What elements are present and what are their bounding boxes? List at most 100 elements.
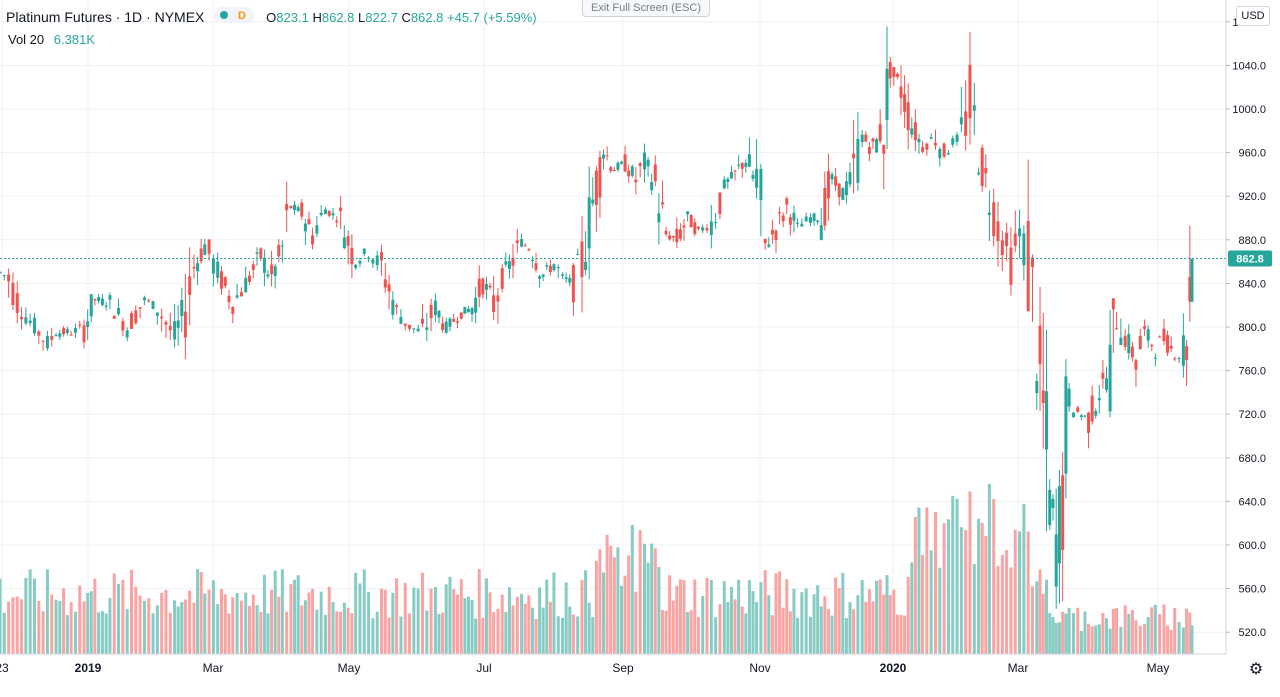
- exit-fullscreen-button[interactable]: Exit Full Screen (ESC): [582, 0, 711, 17]
- volume-bar: [591, 617, 595, 654]
- volume-bar: [481, 617, 485, 654]
- candle-body: [1146, 329, 1150, 341]
- candle-body: [693, 222, 697, 235]
- candle-body: [605, 155, 609, 157]
- candle-body: [1138, 335, 1142, 350]
- volume-bar: [1087, 623, 1091, 654]
- volume-bar: [668, 575, 672, 654]
- candle-body: [1071, 412, 1075, 418]
- last-price-tag: 862.8: [1228, 250, 1272, 267]
- volume-bar: [259, 611, 263, 654]
- volume-bar: [1000, 554, 1004, 654]
- volume-bar: [416, 588, 420, 654]
- candle-body: [804, 216, 808, 222]
- volume-bar: [1067, 608, 1071, 654]
- candle-body: [921, 147, 925, 152]
- candle-body: [168, 325, 172, 331]
- volume-bar: [425, 610, 429, 654]
- candle-body: [459, 312, 463, 319]
- volume-bar: [620, 585, 624, 654]
- volume-bar: [834, 577, 838, 654]
- candle-body: [523, 245, 527, 247]
- volume-bar: [906, 576, 910, 654]
- ohlc-values: O823.1 H862.8 L822.7 C862.8 +45.7 (+5.59…: [266, 10, 537, 25]
- volume-bar: [433, 586, 437, 654]
- candle-body: [112, 316, 116, 319]
- volume-bar: [910, 562, 914, 654]
- candle-body: [155, 312, 159, 316]
- volume-bar: [1190, 625, 1194, 654]
- candle-body: [823, 187, 827, 226]
- volume-bar: [1185, 608, 1189, 654]
- candle-body: [266, 274, 270, 277]
- candle-body: [568, 277, 572, 283]
- candle-body: [307, 219, 311, 225]
- volume-bar: [929, 550, 933, 654]
- volume-bar: [315, 609, 319, 654]
- volume-bar: [262, 574, 266, 654]
- volume-bar: [391, 592, 395, 654]
- volume-bar: [788, 611, 792, 654]
- volume-bar: [541, 607, 545, 654]
- volume-bar: [630, 524, 634, 654]
- volume-bar: [942, 523, 946, 654]
- volume-bar: [1079, 630, 1083, 654]
- y-tick-label: 920.0: [1238, 191, 1266, 203]
- candle-body: [571, 265, 575, 303]
- currency-button[interactable]: USD: [1236, 6, 1270, 26]
- candle-body: [50, 335, 54, 340]
- volume-legend[interactable]: Vol 20 6.381K: [8, 32, 95, 47]
- candle-body: [587, 197, 591, 249]
- volume-bar: [888, 594, 892, 654]
- volume-bar: [1026, 531, 1030, 654]
- candle-body: [89, 294, 93, 317]
- volume-bar: [1057, 622, 1061, 654]
- volume-bar: [207, 589, 211, 654]
- market-status-icon[interactable]: D: [214, 6, 255, 30]
- candle-body: [108, 295, 112, 300]
- x-tick-label: May: [338, 661, 361, 675]
- candle-body: [1009, 247, 1013, 285]
- y-tick-label: 760.0: [1238, 366, 1266, 378]
- candle-body: [375, 255, 379, 266]
- candle-body: [664, 230, 668, 235]
- candle-body: [1022, 233, 1026, 266]
- candle-body: [323, 209, 327, 215]
- gear-icon[interactable]: ⚙: [1248, 661, 1264, 678]
- candle-body: [395, 305, 399, 307]
- volume-bar: [1130, 610, 1134, 654]
- volume-bar: [65, 615, 69, 654]
- candle-body: [1181, 335, 1185, 366]
- candle-body: [556, 267, 560, 269]
- volume-bar: [785, 579, 789, 654]
- candle-body: [987, 212, 991, 216]
- candle-body: [561, 274, 565, 276]
- volume-bar: [778, 571, 782, 654]
- volume-bar: [15, 596, 19, 654]
- volume-bar: [816, 585, 820, 654]
- volume-value: 6.381K: [53, 32, 95, 47]
- volume-bar: [605, 534, 609, 654]
- x-tick-label: Sep: [612, 661, 634, 675]
- candle-body: [192, 266, 196, 269]
- candle-body: [942, 143, 946, 157]
- volume-bar: [331, 602, 335, 654]
- candle-body: [729, 171, 733, 179]
- candle-body: [816, 220, 820, 223]
- volume-bar: [571, 614, 575, 654]
- candle-body: [878, 124, 882, 142]
- volume-bar: [1104, 618, 1108, 654]
- volume-bar: [623, 575, 627, 654]
- volume-bar: [285, 611, 289, 654]
- volume-bar: [733, 599, 737, 654]
- candle-body: [778, 212, 782, 214]
- volume-bar: [1138, 625, 1142, 654]
- volume-bar: [675, 585, 679, 654]
- volume-bar: [239, 600, 243, 654]
- symbol-title[interactable]: Platinum Futures · 1D · NYMEX: [6, 9, 205, 25]
- volume-bar: [642, 543, 646, 654]
- volume-bar: [718, 604, 722, 654]
- volume-bar: [556, 616, 560, 654]
